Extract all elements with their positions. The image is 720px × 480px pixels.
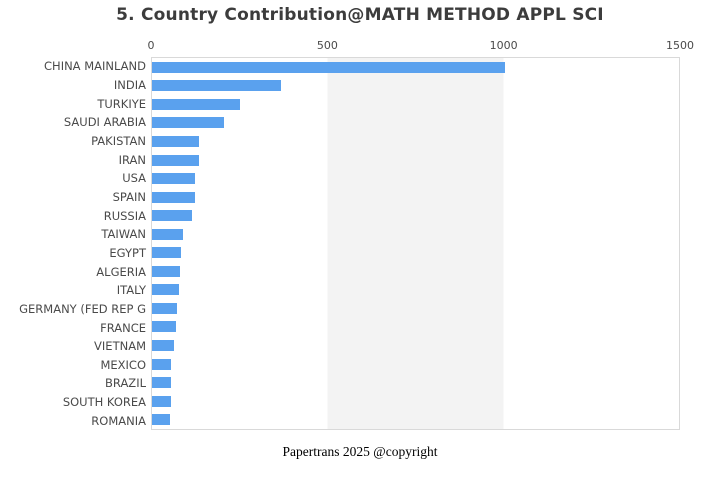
category-labels: CHINA MAINLAND INDIA TURKIYE SAUDI ARABIA PA… — [0, 57, 146, 430]
bar — [152, 191, 195, 203]
category-label: MEXICO — [100, 357, 146, 372]
bar — [152, 284, 180, 296]
bar-row — [152, 355, 679, 374]
category-label: CHINA MAINLAND — [44, 59, 146, 74]
chart-title: 5. Country Contribution@MATH METHOD APPL… — [116, 5, 604, 25]
bar — [152, 80, 282, 92]
bar-row — [152, 318, 679, 337]
x-axis-ticks: 0 500 1000 1500 — [147, 39, 695, 53]
bar-row — [152, 243, 679, 262]
bar — [152, 117, 225, 129]
bar-row — [152, 392, 679, 411]
category-label: SAUDI ARABIA — [63, 115, 146, 130]
bar-row — [152, 206, 679, 225]
bar-row — [152, 281, 679, 300]
bar — [152, 395, 171, 407]
bar-row — [152, 95, 679, 114]
x-tick-label: 0 — [147, 39, 155, 52]
bar-row — [152, 410, 679, 429]
bar-row — [152, 132, 679, 151]
category-label: SOUTH KOREA — [62, 395, 146, 410]
category-label: VIETNAM — [94, 339, 146, 354]
bar — [152, 210, 193, 222]
category-label: BRAZIL — [105, 376, 146, 391]
bar-row — [152, 151, 679, 170]
bar-row — [152, 58, 679, 77]
category-label: USA — [122, 171, 146, 186]
chart-footer: Papertrans 2025 @copyright — [282, 444, 438, 459]
x-tick-label: 500 — [316, 39, 338, 52]
bar — [152, 339, 174, 351]
bar-row — [152, 336, 679, 355]
bar-row — [152, 169, 679, 188]
bar-row — [152, 188, 679, 207]
bar-row — [152, 373, 679, 392]
category-label: ITALY — [116, 283, 146, 298]
category-label: TAIWAN — [101, 227, 146, 242]
bar — [152, 154, 199, 166]
bar — [152, 228, 183, 240]
plot-area — [151, 57, 680, 430]
category-label: RUSSIA — [103, 208, 146, 223]
category-label: SPAIN — [112, 189, 146, 204]
bar — [152, 265, 180, 277]
bar — [152, 135, 200, 147]
bar — [152, 247, 181, 259]
bar-row — [152, 262, 679, 281]
category-label: IRAN — [118, 152, 146, 167]
bar — [152, 61, 506, 73]
bar — [152, 414, 170, 426]
category-label: EGYPT — [109, 245, 146, 260]
x-tick-label: 1000 — [489, 39, 518, 52]
bar — [152, 377, 171, 389]
bar — [152, 321, 176, 333]
bar — [152, 302, 177, 314]
bar — [152, 358, 171, 370]
bar — [152, 173, 195, 185]
x-tick-label: 1500 — [666, 39, 694, 52]
category-label: PAKISTAN — [91, 133, 146, 148]
bar-row — [152, 225, 679, 244]
category-label: TURKIYE — [97, 96, 146, 111]
bar — [152, 98, 241, 110]
category-label: ROMANIA — [91, 413, 146, 428]
category-label: GERMANY (FED REP G — [19, 301, 146, 316]
category-label: INDIA — [113, 77, 146, 92]
category-label: ALGERIA — [96, 264, 146, 279]
bar-row — [152, 77, 679, 96]
bar-row — [152, 114, 679, 133]
bar-row — [152, 299, 679, 318]
category-label: FRANCE — [100, 320, 146, 335]
